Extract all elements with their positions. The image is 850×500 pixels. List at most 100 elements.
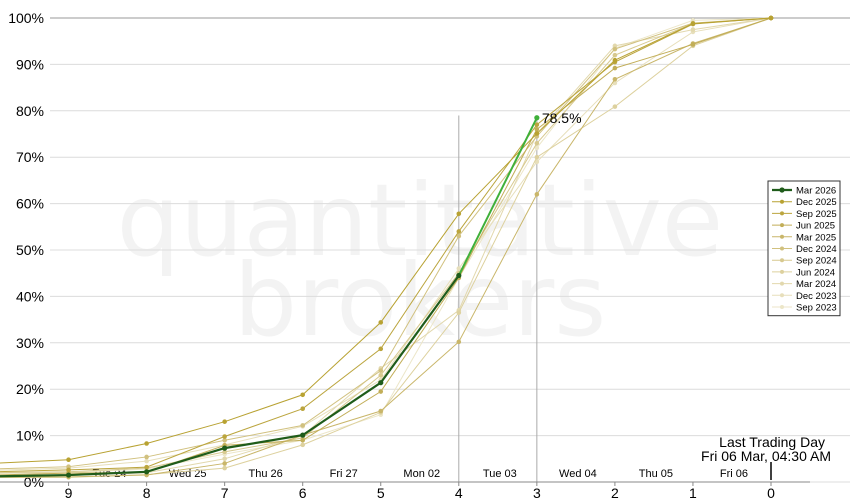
data-point [456,266,462,271]
gridlines [50,17,850,483]
y-tick-label: 80% [16,103,44,119]
data-point [612,46,618,52]
data-point [612,52,618,58]
data-point [222,449,227,455]
data-point [534,192,540,197]
data-point [534,145,540,151]
data-point [612,43,618,49]
data-point [690,21,696,26]
data-point [222,434,227,439]
data-point [144,458,149,464]
legend-swatch-marker [780,293,784,298]
legend-swatch-marker [780,258,784,263]
data-point [378,380,384,386]
y-tick-label: 30% [16,335,44,351]
legend-entry-jun-2025[interactable]: Jun 2025 [796,221,835,232]
data-point [144,454,149,460]
legend-swatch-marker [780,199,784,204]
data-point [768,15,774,21]
data-point [378,346,384,352]
x-tick-label: 1 [689,485,697,500]
data-point [144,469,150,475]
data-point [612,65,618,71]
data-point [612,76,618,82]
legend-entry-jun-2024[interactable]: Jun 2024 [796,267,835,278]
data-point [456,233,462,239]
day-label: Wed 04 [559,468,597,480]
legend-swatch-marker [780,234,784,239]
data-point [222,456,227,462]
legend-swatch-marker [780,269,784,274]
legend-entry-mar-2024[interactable]: Mar 2024 [796,279,836,290]
data-point [378,389,384,394]
day-label: Wed 25 [169,468,207,480]
axes: 0%10%20%30%40%50%60%70%80%90%100%9 8 7 6 5 4 3… [0,10,810,500]
data-point [300,442,306,448]
data-point [456,310,462,315]
data-point [66,467,71,473]
data-point [222,445,228,451]
legend-entry-sep-2025[interactable]: Sep 2025 [796,209,837,220]
legend-swatch-marker [779,187,785,193]
legend-entry-sep-2024[interactable]: Sep 2024 [796,256,837,267]
data-point [690,42,696,47]
legend-swatch-marker [780,281,784,286]
data-point [222,465,227,471]
x-tick-label: 3 [533,485,541,500]
watermark-line-2: brokers [234,242,607,359]
data-point [534,159,540,165]
x-tick-label: 4 [455,485,463,500]
legend-entry-dec-2024[interactable]: Dec 2024 [796,244,837,255]
watermark: quantitative brokers [117,162,724,359]
data-point [222,437,227,443]
data-point [534,115,540,121]
latest-value-label: 78.5% [542,110,582,126]
data-point [612,57,618,63]
day-label: Fri 06 [720,468,748,480]
data-point [534,154,540,160]
x-tick-label: 2 [611,485,619,500]
day-label: Thu 26 [249,468,283,480]
data-point [690,27,696,32]
y-tick-label: 70% [16,149,44,165]
data-point [300,437,306,443]
data-point [456,211,462,217]
data-point [456,229,462,234]
y-tick-label: 20% [16,381,44,397]
legend-swatch-marker [780,305,784,309]
y-tick-label: 40% [16,288,44,304]
data-point [222,419,227,424]
data-point [534,127,540,132]
data-point [222,461,227,466]
data-point [534,140,540,146]
data-point [300,423,306,428]
legend-entry-mar-2026[interactable]: Mar 2026 [796,186,836,197]
data-point [144,441,149,446]
legend-entry-dec-2023[interactable]: Dec 2023 [796,291,837,302]
data-point [378,408,384,414]
series-lines [0,15,774,480]
day-label: Tue 03 [483,468,517,480]
data-point [300,392,306,398]
data-point [66,464,71,469]
y-tick-label: 50% [16,242,44,258]
day-label: Mon 02 [403,468,440,480]
data-point [300,432,306,438]
data-point [456,272,462,279]
y-tick-label: 90% [16,56,44,72]
x-tick-label: 7 [221,485,229,500]
y-tick-label: 100% [8,10,44,26]
watermark-line-1: quantitative [117,162,724,279]
data-point [378,320,384,325]
legend-entry-dec-2025[interactable]: Dec 2025 [796,197,837,208]
data-point [378,368,384,373]
legend-entry-mar-2025[interactable]: Mar 2025 [796,232,836,243]
data-point [612,104,618,109]
day-label: Thu 05 [639,468,673,480]
legend-entry-sep-2023[interactable]: Sep 2023 [796,303,837,314]
y-tick-label: 10% [16,428,44,444]
x-tick-label: 8 [143,485,151,500]
data-point [534,122,540,128]
